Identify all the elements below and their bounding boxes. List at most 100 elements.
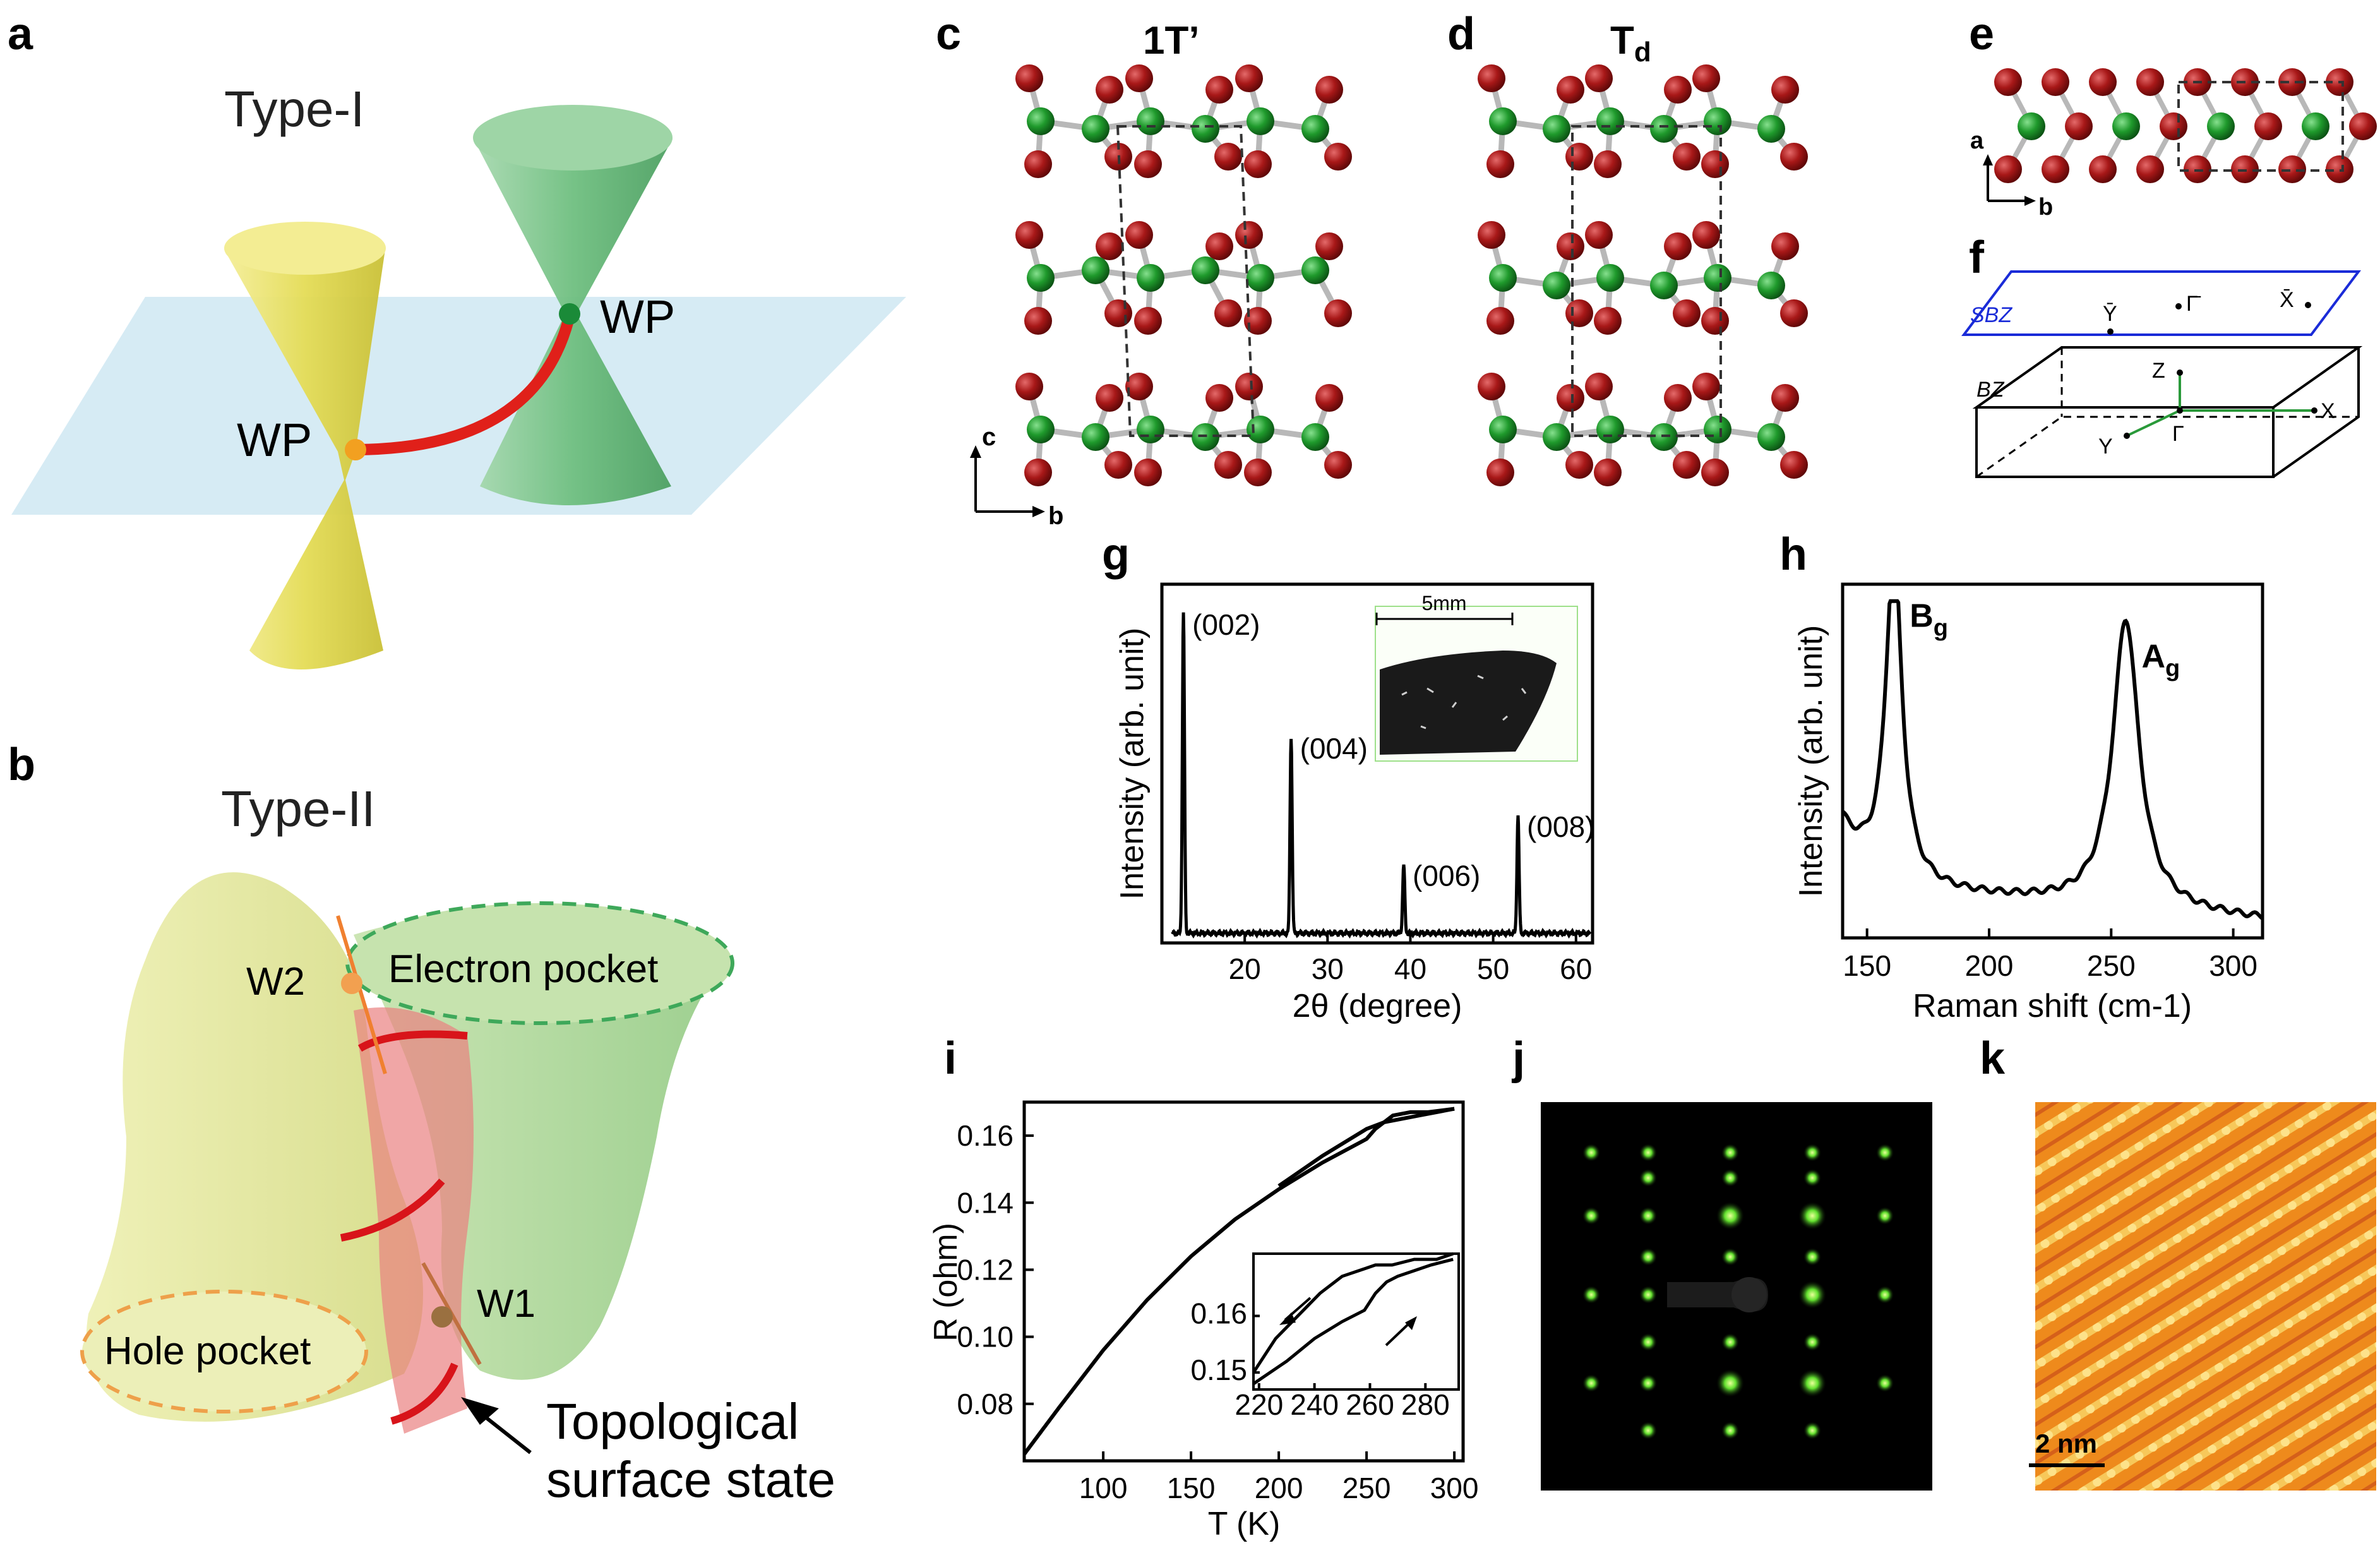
te-atom	[2278, 68, 2306, 96]
axis-b-e-arrowhead	[2024, 196, 2036, 206]
te-atom	[1235, 221, 1263, 249]
diffraction-spot	[1716, 1202, 1744, 1230]
crystal-ab-plane	[1994, 68, 2377, 183]
y-tick-label: 0.12	[957, 1253, 1014, 1286]
w-atom	[1192, 256, 1219, 284]
x-tick-label: 30	[1312, 952, 1344, 985]
te-atom	[1594, 459, 1622, 486]
gamma-point	[2177, 407, 2183, 414]
wp-right-label: WP	[600, 291, 675, 343]
te-atom	[1673, 451, 1701, 479]
te-atom	[1664, 384, 1692, 412]
gammabar-point	[2175, 303, 2182, 309]
panel-i: i 100 150 200 250 300 0.08 0.10 0.12 0.14 0.16 T …	[928, 1033, 1478, 1542]
raman-peak-labels: Bg Ag	[1910, 597, 2180, 681]
axis-c-arrowhead	[970, 445, 981, 458]
panel-e: e a b	[1969, 9, 2377, 220]
te-atom	[2089, 68, 2117, 96]
xbar-point	[2305, 302, 2311, 308]
te-atom	[1486, 150, 1514, 178]
inset-x-tick-label: 240	[1290, 1388, 1339, 1421]
diffraction-spot	[1639, 1286, 1657, 1304]
x-label: X	[2321, 399, 2335, 423]
rt-curves	[1022, 1107, 1455, 1456]
diffraction-spot	[1721, 1169, 1739, 1187]
te-atom	[1486, 459, 1514, 486]
te-atom	[1244, 459, 1272, 486]
w-atom	[1489, 107, 1517, 135]
type-i-cone-right-top	[473, 105, 673, 171]
w-atom	[1137, 264, 1164, 292]
te-atom	[1134, 459, 1162, 486]
rt-inset: 220 240 260 280 0.15 0.16	[1190, 1252, 1454, 1421]
te-atom	[2278, 155, 2306, 183]
surface-brillouin-zone	[1961, 270, 2361, 336]
z-label: Z	[2152, 359, 2165, 383]
axis-a-label: a	[1970, 128, 1984, 154]
rt-x-label: T (K)	[1208, 1506, 1281, 1542]
panel-label-h: h	[1779, 529, 1807, 580]
te-atom	[1096, 384, 1123, 412]
stm-image	[2035, 1102, 2376, 1491]
panel-label-f: f	[1969, 232, 1985, 283]
ybar-point	[2107, 328, 2114, 335]
te-atom	[1315, 76, 1343, 104]
inset-curve	[1252, 1252, 1454, 1374]
diffraction-spot	[1639, 1374, 1657, 1392]
unit-cell-1t	[1116, 125, 1255, 437]
te-atom	[1478, 221, 1505, 249]
xrd-peak-labels: (002) (004) (006) (008)	[1192, 608, 1594, 892]
x-tick-label: 150	[1843, 949, 1891, 982]
diffraction-spot	[1876, 1144, 1894, 1161]
te-atom	[2136, 68, 2164, 96]
inset-curve	[1252, 1257, 1454, 1386]
stm-scale-label: 2 nm	[2035, 1429, 2097, 1458]
w-atom	[1596, 416, 1624, 443]
te-atom	[1125, 373, 1153, 400]
te-atom	[1673, 143, 1701, 171]
x-tick-label: 50	[1477, 952, 1509, 985]
te-atom	[2160, 112, 2187, 140]
te-atom	[1557, 232, 1584, 260]
diffraction-spot	[1721, 1144, 1739, 1161]
w-atom	[1757, 423, 1785, 451]
te-atom	[1214, 143, 1242, 171]
xrd-peak-label: (006)	[1413, 860, 1480, 892]
w-atom	[1137, 107, 1164, 135]
xrd-x-ticks: 20 30 40 50 60	[1229, 933, 1592, 985]
weyl-point-w1	[431, 1306, 453, 1328]
tss-label-line2: surface state	[546, 1451, 835, 1508]
te-atom	[1315, 232, 1343, 260]
w-atom	[1704, 264, 1731, 292]
rt-y-label: R (ohm)	[928, 1223, 964, 1341]
inset-x-tick-label: 280	[1401, 1388, 1450, 1421]
diffraction-spot	[1798, 1202, 1826, 1230]
unit-cell-ab	[2177, 81, 2344, 172]
te-atom	[1024, 307, 1052, 335]
te-atom	[1134, 307, 1162, 335]
type-i-cone-left	[224, 229, 385, 669]
xrd-peak-label: (008)	[1527, 810, 1594, 843]
xrd-y-label: Intensity (arb. unit)	[1114, 628, 1151, 900]
raman-y-label: Intensity (arb. unit)	[1793, 625, 1829, 897]
rt-axes-frame	[1022, 1100, 1465, 1463]
w-atom	[1082, 256, 1109, 284]
hole-pocket-base	[80, 1290, 368, 1413]
tss-label-line1: Topological	[546, 1393, 799, 1449]
w-atom	[2302, 112, 2329, 140]
te-atom	[1692, 221, 1720, 249]
te-atom	[1585, 64, 1613, 92]
w-atom	[1543, 115, 1570, 143]
ybar-label: Ȳ	[2103, 302, 2117, 326]
te-atom	[1096, 232, 1123, 260]
panel-k: k 2 nm	[1980, 1033, 2376, 1491]
panel-b: b Type-II W2 W1 Electron pocket Hole poc…	[8, 740, 835, 1508]
raman-peak-label: Bg	[1910, 597, 1948, 641]
te-atom	[1565, 299, 1593, 327]
x-tick-label: 200	[1965, 949, 2014, 982]
crystal-td	[1478, 64, 1808, 486]
raman-axes-frame	[1841, 582, 2264, 940]
w-atom	[1489, 264, 1517, 292]
te-atom	[1780, 451, 1808, 479]
w-atom	[1650, 115, 1678, 143]
